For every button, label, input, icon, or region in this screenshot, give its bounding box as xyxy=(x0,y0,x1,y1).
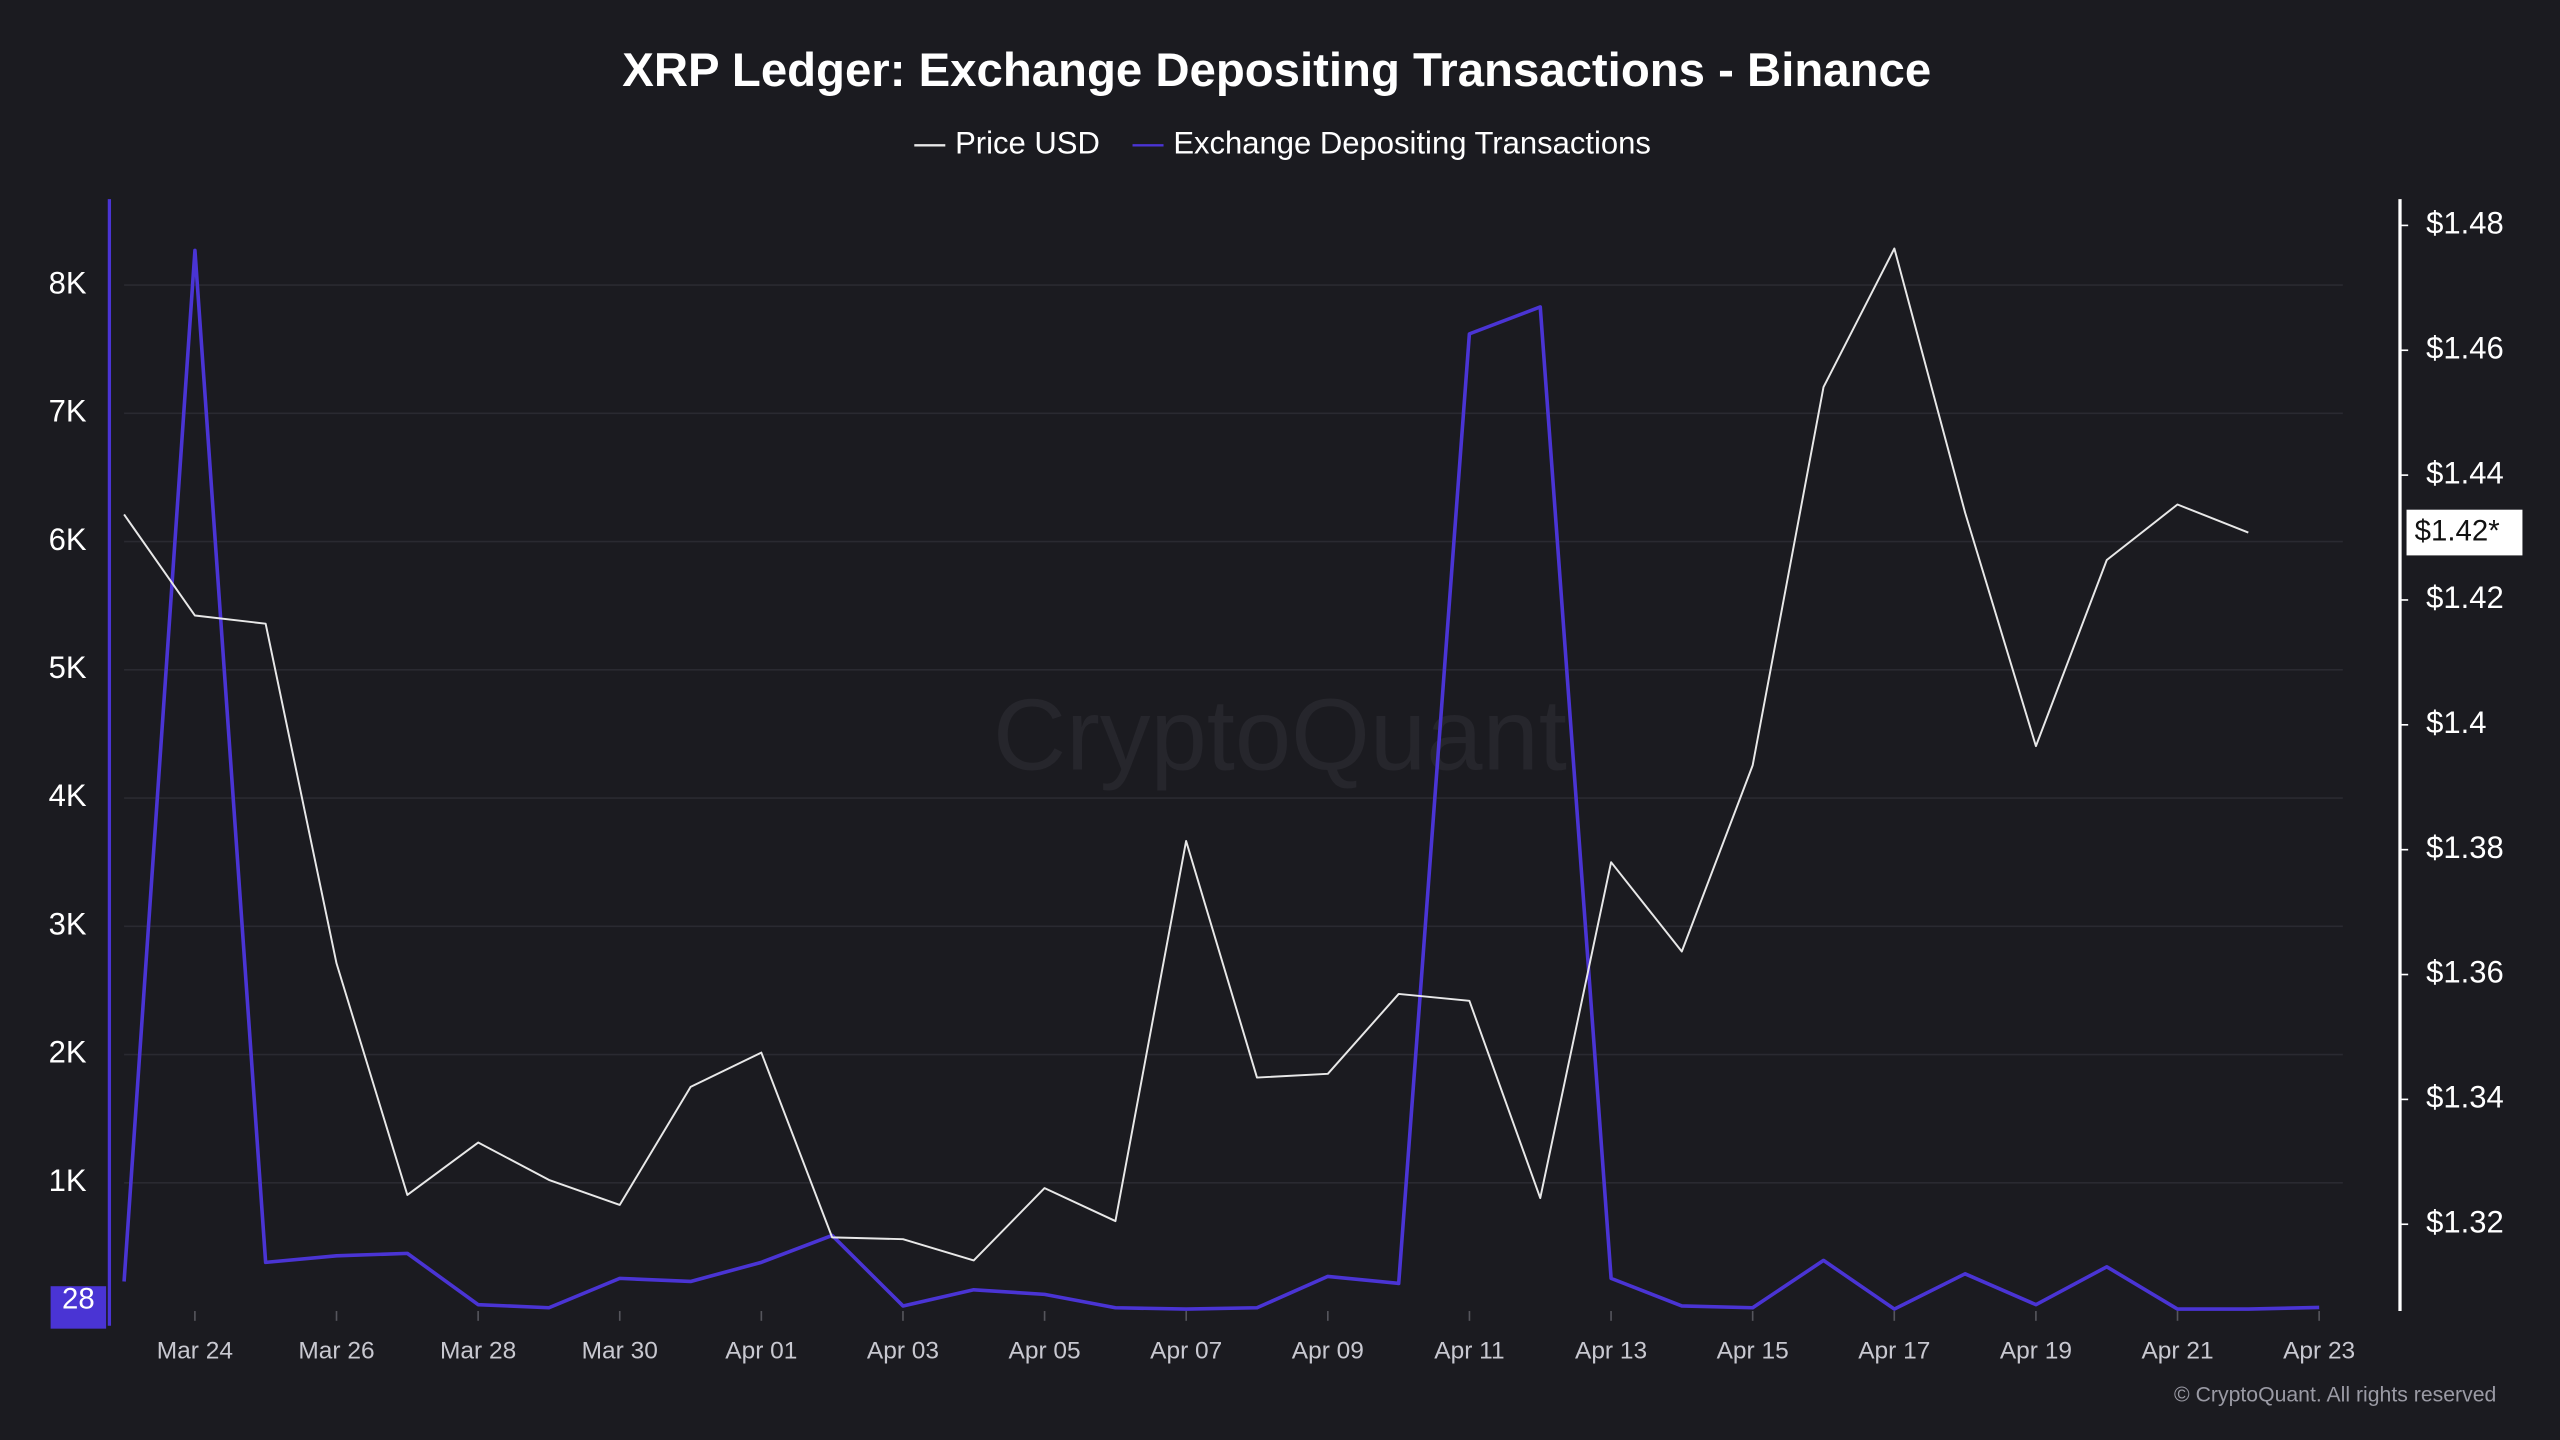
legend-label: Price USD xyxy=(955,125,1100,160)
x-tick-label: Apr 13 xyxy=(1575,1337,1647,1364)
x-tick-label: Mar 30 xyxy=(582,1337,658,1364)
x-tick-label: Mar 24 xyxy=(157,1337,233,1364)
x-tick-label: Apr 01 xyxy=(725,1337,797,1364)
x-tick-label: Apr 19 xyxy=(2000,1337,2072,1364)
y2-tick-label: $1.36 xyxy=(2426,955,2504,990)
x-tick-label: Apr 23 xyxy=(2283,1337,2355,1364)
y-tick-label: 2K xyxy=(49,1035,87,1070)
x-tick-label: Apr 07 xyxy=(1150,1337,1222,1364)
left-marker: 28 xyxy=(62,1283,95,1316)
x-tick-label: Apr 05 xyxy=(1009,1337,1081,1364)
x-tick-label: Apr 11 xyxy=(1434,1337,1504,1364)
right-marker-box xyxy=(2406,509,2523,556)
y-tick-label: 1K xyxy=(49,1163,87,1198)
y2-tick-label: $1.34 xyxy=(2426,1080,2504,1115)
y-tick-label: 8K xyxy=(49,265,87,300)
y-tick-label: 7K xyxy=(49,394,87,429)
legend-label: Exchange Depositing Transactions xyxy=(1173,125,1651,160)
copyright: © CryptoQuant. All rights reserved xyxy=(2174,1384,2496,1407)
series-line xyxy=(123,247,2249,1262)
x-tick-label: Apr 15 xyxy=(1717,1337,1789,1364)
chart-title: XRP Ledger: Exchange Depositing Transact… xyxy=(622,44,1931,97)
x-tick-label: Apr 03 xyxy=(867,1337,939,1364)
watermark: CryptoQuant xyxy=(993,679,1567,792)
x-tick-label: Mar 28 xyxy=(440,1337,516,1364)
y2-tick-label: $1.48 xyxy=(2426,206,2504,241)
series-line xyxy=(122,248,2320,1311)
y-tick-label: 6K xyxy=(49,522,87,557)
x-tick-label: Apr 17 xyxy=(1858,1337,1930,1364)
x-tick-label: Apr 21 xyxy=(2141,1337,2213,1364)
y2-tick-label: $1.38 xyxy=(2426,830,2504,865)
y2-tick-label: $1.42 xyxy=(2426,580,2504,615)
y2-tick-label: $1.46 xyxy=(2426,330,2504,365)
y-tick-label: 5K xyxy=(49,650,87,685)
y2-tick-label: $1.4 xyxy=(2426,705,2486,740)
y-tick-label: 3K xyxy=(49,906,87,941)
y2-tick-label: $1.32 xyxy=(2426,1204,2504,1239)
x-tick-label: Mar 26 xyxy=(298,1337,374,1364)
x-tick-label: Apr 09 xyxy=(1292,1337,1364,1364)
y2-tick-label: $1.44 xyxy=(2426,455,2504,490)
right-marker: $1.42* xyxy=(2415,514,2500,547)
left-marker-box xyxy=(50,1286,107,1329)
y-tick-label: 4K xyxy=(49,778,87,813)
